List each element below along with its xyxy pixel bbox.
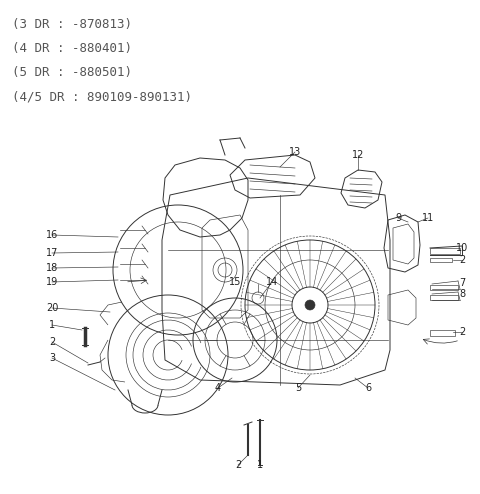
Text: 2: 2 <box>459 255 465 265</box>
Text: (4 DR : -880401): (4 DR : -880401) <box>12 42 132 55</box>
Text: 4: 4 <box>215 383 221 393</box>
Text: (3 DR : -870813): (3 DR : -870813) <box>12 18 132 31</box>
Text: 2: 2 <box>49 337 55 347</box>
Text: 6: 6 <box>365 383 371 393</box>
Text: 18: 18 <box>46 263 58 273</box>
Text: 2: 2 <box>235 460 241 470</box>
Text: 10: 10 <box>456 243 468 253</box>
Text: 11: 11 <box>422 213 434 223</box>
Text: 9: 9 <box>395 213 401 223</box>
Text: 20: 20 <box>46 303 58 313</box>
Text: 7: 7 <box>459 278 465 288</box>
Text: 1: 1 <box>257 460 263 470</box>
Text: 19: 19 <box>46 277 58 287</box>
Text: 16: 16 <box>46 230 58 240</box>
Text: 2: 2 <box>459 327 465 337</box>
Text: 12: 12 <box>352 150 364 160</box>
Text: 3: 3 <box>49 353 55 363</box>
Circle shape <box>305 300 315 310</box>
Text: 8: 8 <box>459 289 465 299</box>
Text: 17: 17 <box>46 248 58 258</box>
Text: 13: 13 <box>289 147 301 157</box>
Text: (4/5 DR : 890109-890131): (4/5 DR : 890109-890131) <box>12 90 192 103</box>
Text: (5 DR : -880501): (5 DR : -880501) <box>12 66 132 79</box>
Text: 15: 15 <box>229 277 241 287</box>
Text: 1: 1 <box>49 320 55 330</box>
Text: 14: 14 <box>266 277 278 287</box>
Text: 5: 5 <box>295 383 301 393</box>
